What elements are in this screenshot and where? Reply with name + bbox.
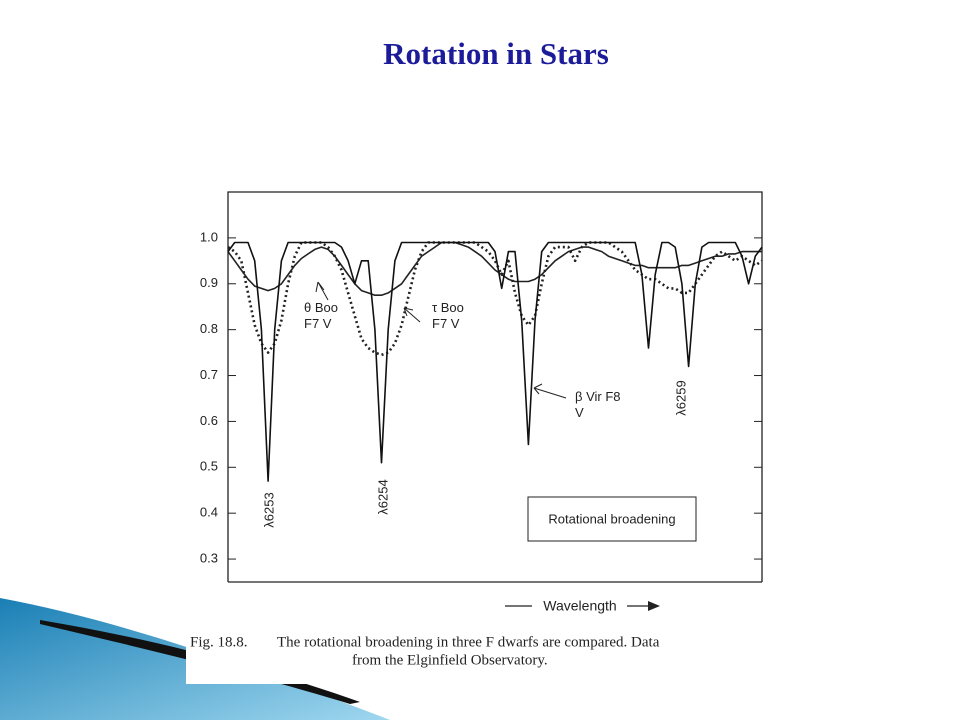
y-tick-label: 0.4	[200, 505, 218, 520]
y-tick-label: 0.8	[200, 321, 218, 336]
y-tick-label: 1.0	[200, 229, 218, 244]
series-line	[227, 241, 762, 296]
slide-title: Rotation in Stars	[383, 36, 609, 71]
annotation: λ6259	[673, 380, 688, 415]
y-tick-label: 0.5	[200, 459, 218, 474]
figure-area	[186, 186, 770, 684]
y-tick-label: 0.7	[200, 367, 218, 382]
annotation: λ6254	[375, 479, 390, 514]
y-tick-label: 0.3	[200, 550, 218, 565]
y-tick-label: 0.6	[200, 413, 218, 428]
series-label: θ Boo F7 V	[304, 300, 338, 331]
arrow-head	[648, 601, 660, 611]
figure-caption: The rotational broadening in three F dwa…	[277, 634, 660, 650]
figure-caption: from the Elginfield Observatory.	[352, 652, 548, 668]
series-line	[227, 241, 763, 357]
pointer-arrow	[315, 281, 329, 301]
series-label: β Vir F8 V	[575, 389, 621, 420]
note-box	[527, 496, 697, 542]
annotation: λ6253	[261, 492, 276, 527]
plot-frame	[227, 191, 763, 582]
x-axis-label: Wavelength	[543, 598, 616, 614]
y-tick-label: 0.9	[200, 275, 218, 290]
pointer-arrow	[533, 383, 567, 399]
annotation: Rotational broadening	[548, 511, 675, 526]
figure-caption: Fig. 18.8.	[190, 634, 248, 650]
series-label: τ Boo F7 V	[432, 300, 464, 331]
series-line	[227, 241, 763, 482]
